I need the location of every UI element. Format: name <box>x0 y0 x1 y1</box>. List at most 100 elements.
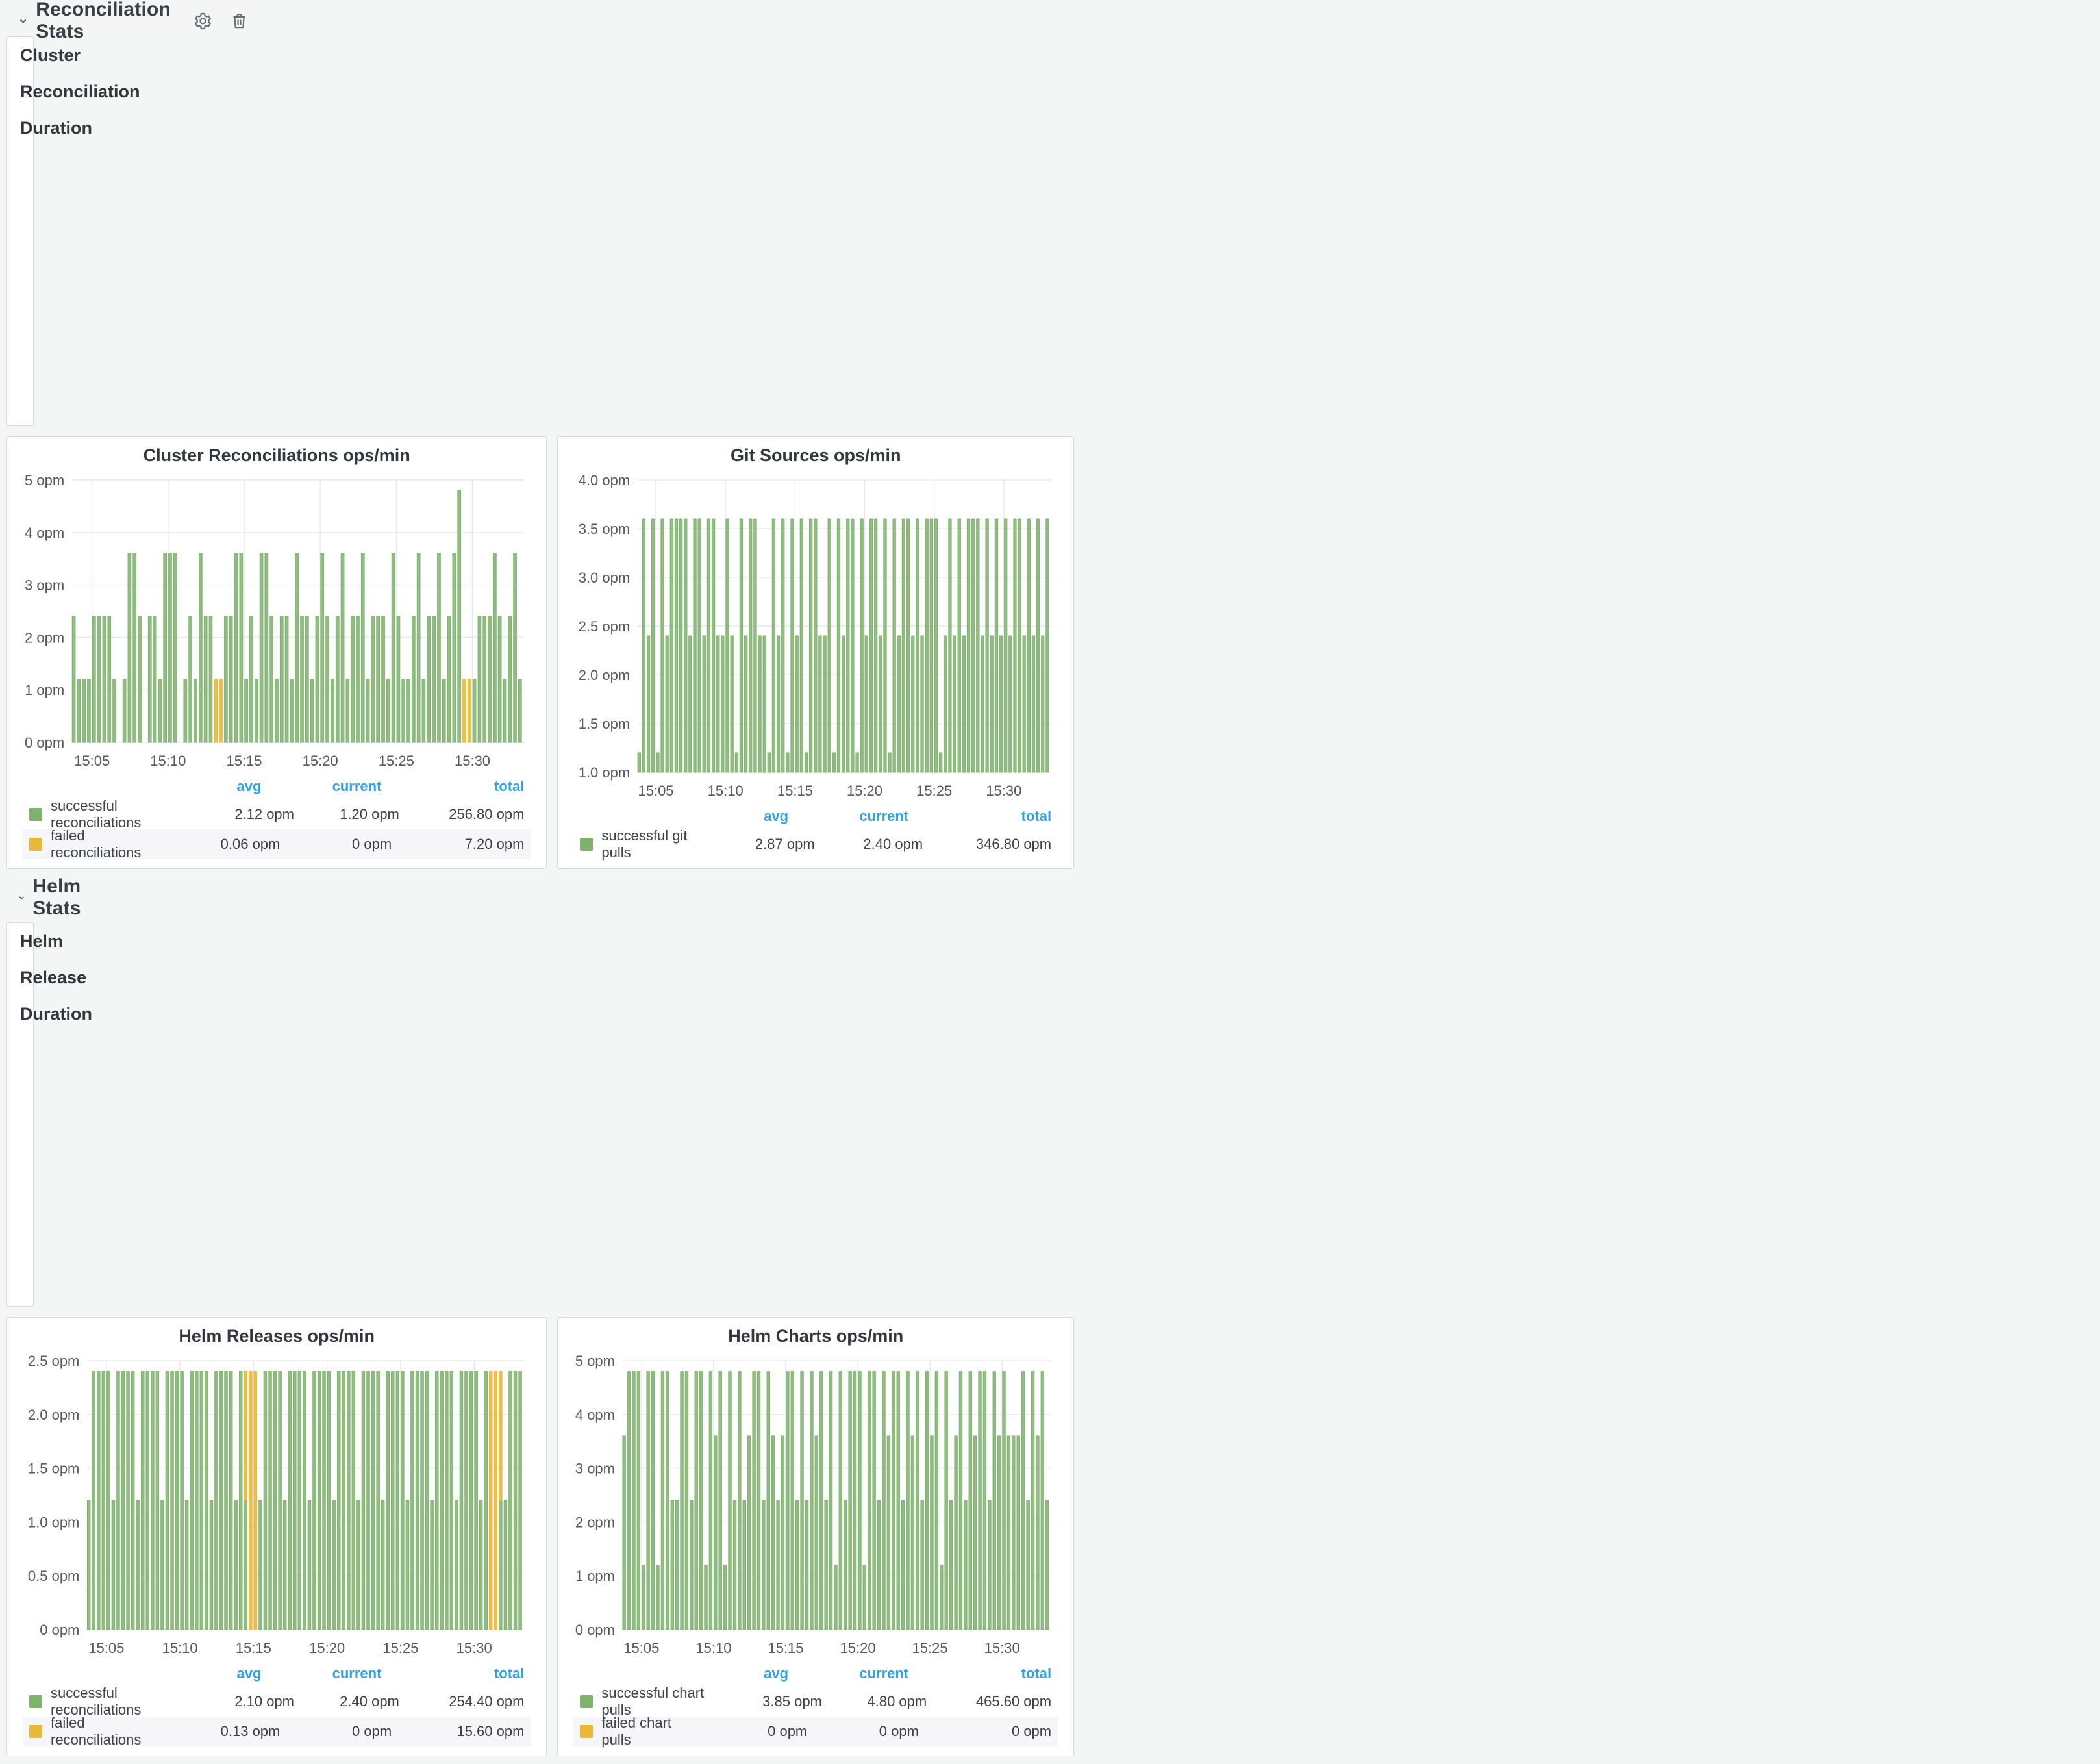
svg-text:15:30: 15:30 <box>984 1640 1020 1656</box>
svg-text:15:15: 15:15 <box>777 783 813 799</box>
section-title: Reconciliation Stats <box>36 0 171 42</box>
svg-text:1 opm: 1 opm <box>25 682 64 698</box>
legend-series-successful-chart-pulls[interactable]: successful chart pulls <box>601 1685 705 1718</box>
series-color-dash <box>29 838 42 851</box>
legend-row-failed-chart-pulls: failed chart pulls 0 opm 0 opm 0 opm <box>573 1715 1058 1748</box>
legend-total-value: 0 opm <box>1011 1723 1052 1739</box>
legend-sort-avg[interactable]: avg <box>236 778 262 794</box>
legend-current-value: 0 opm <box>352 1723 392 1739</box>
svg-text:15:05: 15:05 <box>638 783 674 799</box>
cluster-reconciliations-ops-chart[interactable]: 0 opm 1 opm 2 opm 3 opm 4 opm 5 opm 15:05 15:10… <box>20 471 533 774</box>
series-color-dash <box>29 1725 42 1738</box>
svg-text:4 opm: 4 opm <box>25 525 64 541</box>
panel-git-sources-ops: Git Sources ops/min 1.0 opm 1.5 opm 2.0 op… <box>557 436 1075 869</box>
panel-helm-releases-ops: Helm Releases ops/min 0 opm 0.5 opm 1.0 op… <box>6 1317 547 1756</box>
section-header-helm-stats: Helm Stats <box>6 876 81 919</box>
svg-text:2.0 opm: 2.0 opm <box>579 667 630 683</box>
panel-helm-charts-ops: Helm Charts ops/min 0 opm 1 opm 2 opm 3 opm… <box>557 1317 1075 1756</box>
svg-text:15:10: 15:10 <box>162 1640 198 1656</box>
legend-avg-value: 2.10 opm <box>234 1693 294 1709</box>
svg-text:15:25: 15:25 <box>912 1640 948 1656</box>
panel-title-helm-releases-ops[interactable]: Helm Releases ops/min <box>179 1326 375 1346</box>
helm-releases-ops-chart[interactable]: 0 opm 0.5 opm 1.0 opm 1.5 opm 2.0 opm 2.5 opm… <box>20 1352 533 1661</box>
legend-header: avg current total <box>573 803 1058 829</box>
svg-text:15:05: 15:05 <box>88 1640 124 1656</box>
legend-row-failed-reconciliations: failed reconciliations 0.13 opm 0 opm 15.60… <box>23 1715 531 1748</box>
section-toggle-helm-stats[interactable]: Helm Stats <box>17 876 88 920</box>
legend-sort-current[interactable]: current <box>859 1665 909 1682</box>
section-header-reconciliation-stats: Reconciliation Stats <box>6 0 245 42</box>
legend-series-successful-git-pulls[interactable]: successful git pulls <box>601 827 688 861</box>
svg-text:3 opm: 3 opm <box>575 1461 615 1477</box>
svg-text:15:10: 15:10 <box>150 753 186 769</box>
legend-current-value: 0 opm <box>879 1723 919 1739</box>
svg-text:15:30: 15:30 <box>456 1640 492 1656</box>
legend-series-successful-reconciliations[interactable]: successful reconciliations <box>51 1685 142 1718</box>
panel-helm-release-duration: Helm Release Duration 0 ns500 ms1.0 s1.5… <box>6 922 92 1307</box>
panel-title-cluster-reconciliations-ops[interactable]: Cluster Reconciliations ops/min <box>143 446 410 465</box>
svg-text:15:05: 15:05 <box>624 1640 660 1656</box>
svg-text:4 opm: 4 opm <box>575 1407 615 1423</box>
git-sources-ops-chart[interactable]: 1.0 opm 1.5 opm 2.0 opm 2.5 opm 3.0 opm 3.5 o… <box>571 471 1060 803</box>
svg-text:5 opm: 5 opm <box>575 1353 615 1369</box>
panel-title-helm-charts-ops[interactable]: Helm Charts ops/min <box>728 1326 904 1346</box>
helm-charts-ops-chart[interactable]: 0 opm 1 opm 2 opm 3 opm 4 opm 5 opm 15:05 15:10… <box>571 1352 1060 1661</box>
legend-series-failed-chart-pulls[interactable]: failed chart pulls <box>601 1715 672 1748</box>
panel-cluster-reconciliations-ops: Cluster Reconciliations ops/min 0 opm 1 o… <box>6 436 547 869</box>
legend-sort-total[interactable]: total <box>494 778 525 794</box>
svg-text:5 opm: 5 opm <box>25 472 64 488</box>
legend-sort-total[interactable]: total <box>1021 1665 1052 1682</box>
svg-text:0 opm: 0 opm <box>25 735 64 751</box>
legend-header: avg current total <box>573 1661 1058 1687</box>
panel-cluster-reconciliation-duration: Cluster Reconciliation Duration 7.5 s8.0… <box>6 36 140 426</box>
legend-sort-total[interactable]: total <box>494 1665 525 1682</box>
legend-sort-current[interactable]: current <box>332 778 382 794</box>
legend-avg-value: 3.85 opm <box>762 1693 822 1709</box>
svg-text:2 opm: 2 opm <box>25 629 64 646</box>
svg-text:15:20: 15:20 <box>847 783 882 799</box>
legend-total-value: 465.60 opm <box>975 1693 1052 1709</box>
svg-text:1.5 opm: 1.5 opm <box>28 1461 80 1477</box>
legend-avg-value: 0 opm <box>768 1723 808 1739</box>
svg-text:3.0 opm: 3.0 opm <box>579 570 630 586</box>
svg-text:15:15: 15:15 <box>768 1640 804 1656</box>
legend-total-value: 254.40 opm <box>449 1693 525 1709</box>
svg-text:2 opm: 2 opm <box>575 1514 615 1530</box>
legend-row-successful-chart-pulls: successful chart pulls 3.85 opm 4.80 opm 46… <box>573 1685 1058 1718</box>
series-color-dash <box>29 808 42 821</box>
series-color-dash <box>580 1725 594 1738</box>
svg-text:3 opm: 3 opm <box>25 577 64 594</box>
svg-text:15:05: 15:05 <box>74 753 110 769</box>
svg-text:2.5 opm: 2.5 opm <box>28 1353 80 1369</box>
svg-text:15:10: 15:10 <box>696 1640 732 1656</box>
panel-title-git-sources-ops[interactable]: Git Sources ops/min <box>730 446 901 465</box>
legend-current-value: 4.80 opm <box>867 1693 927 1709</box>
section-toggle-reconciliation-stats[interactable]: Reconciliation Stats <box>17 0 175 43</box>
legend-sort-current[interactable]: current <box>859 808 909 824</box>
legend-git-sources: avg current total successful git pulls 2.87 … <box>571 803 1060 868</box>
legend-sort-current[interactable]: current <box>332 1665 382 1682</box>
legend-header: avg current total <box>23 1661 531 1687</box>
section-settings-button[interactable] <box>192 11 212 31</box>
legend-sort-total[interactable]: total <box>1021 808 1052 824</box>
dashboard: Reconciliation Stats Cluster Reconciliat… <box>0 0 1075 1756</box>
legend-avg-value: 2.12 opm <box>234 806 294 822</box>
legend-current-value: 1.20 opm <box>340 806 399 822</box>
section-delete-button[interactable] <box>229 11 249 31</box>
legend-avg-value: 2.87 opm <box>755 836 815 852</box>
legend-sort-avg[interactable]: avg <box>764 1665 789 1682</box>
legend-series-successful-reconciliations[interactable]: successful reconciliations <box>51 798 142 831</box>
gear-icon <box>194 12 212 29</box>
svg-text:15:25: 15:25 <box>379 753 414 769</box>
svg-text:15:25: 15:25 <box>917 783 953 799</box>
series-color-dash <box>580 838 594 851</box>
chevron-down-icon <box>19 19 27 23</box>
legend-header: avg current total <box>23 774 531 800</box>
legend-total-value: 15.60 opm <box>456 1723 525 1739</box>
legend-series-failed-reconciliations[interactable]: failed reconciliations <box>51 827 142 861</box>
legend-sort-avg[interactable]: avg <box>764 808 789 824</box>
chevron-down-icon <box>19 896 24 900</box>
legend-sort-avg[interactable]: avg <box>236 1665 262 1682</box>
legend-series-failed-reconciliations[interactable]: failed reconciliations <box>51 1715 142 1748</box>
svg-text:15:20: 15:20 <box>840 1640 876 1656</box>
